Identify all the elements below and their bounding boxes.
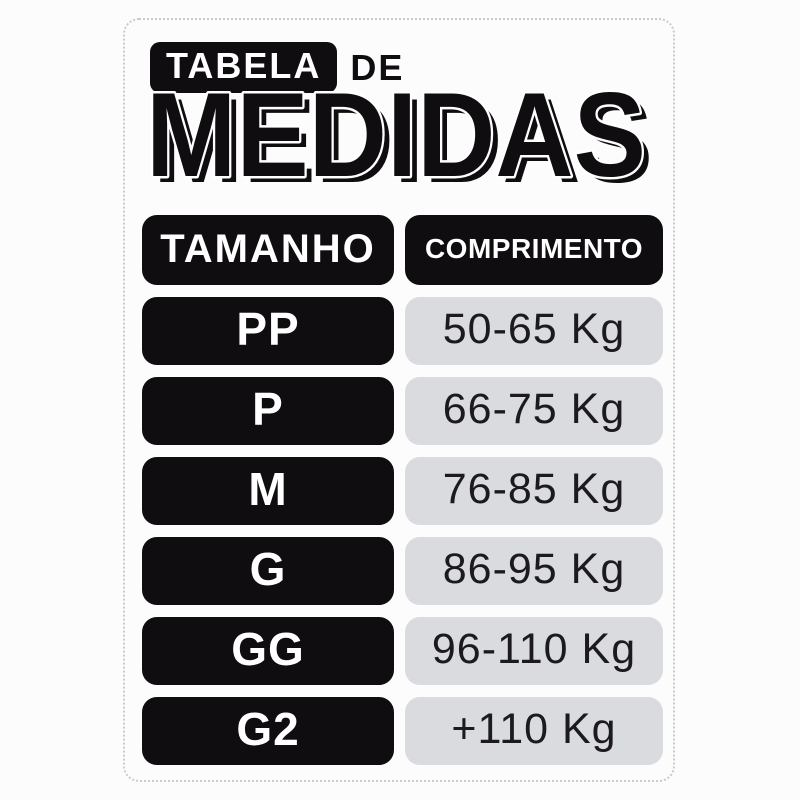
chart-title: TABELA DE <box>150 42 404 93</box>
size-cell-m: M <box>142 457 394 525</box>
size-table: TAMANHO COMPRIMENTO PP 50-65 Kg P 66-75 … <box>142 215 663 765</box>
dotted-frame-border <box>123 18 675 782</box>
weight-cell-pp: 50-65 Kg <box>405 297 663 365</box>
weight-cell-gg: 96-110 Kg <box>405 617 663 685</box>
size-cell-p: P <box>142 377 394 445</box>
size-cell-g2: G2 <box>142 697 394 765</box>
size-cell-gg: GG <box>142 617 394 685</box>
title-badge-tabela: TABELA <box>150 42 338 93</box>
weight-cell-p: 66-75 Kg <box>405 377 663 445</box>
medidas-main-text: MEDIDAS <box>146 86 646 190</box>
weight-cell-g: 86-95 Kg <box>405 537 663 605</box>
header-cell-tamanho: TAMANHO <box>142 215 394 285</box>
title-medidas-wordmark: MEDIDAS MEDIDAS <box>146 86 666 190</box>
weight-cell-g2: +110 Kg <box>405 697 663 765</box>
medidas-svg: MEDIDAS MEDIDAS <box>146 86 653 190</box>
size-cell-pp: PP <box>142 297 394 365</box>
size-cell-g: G <box>142 537 394 605</box>
header-cell-comprimento: COMPRIMENTO <box>405 215 663 285</box>
title-connector-de: DE <box>350 46 405 88</box>
medidas-shadow-text: MEDIDAS <box>153 86 653 190</box>
weight-cell-m: 76-85 Kg <box>405 457 663 525</box>
